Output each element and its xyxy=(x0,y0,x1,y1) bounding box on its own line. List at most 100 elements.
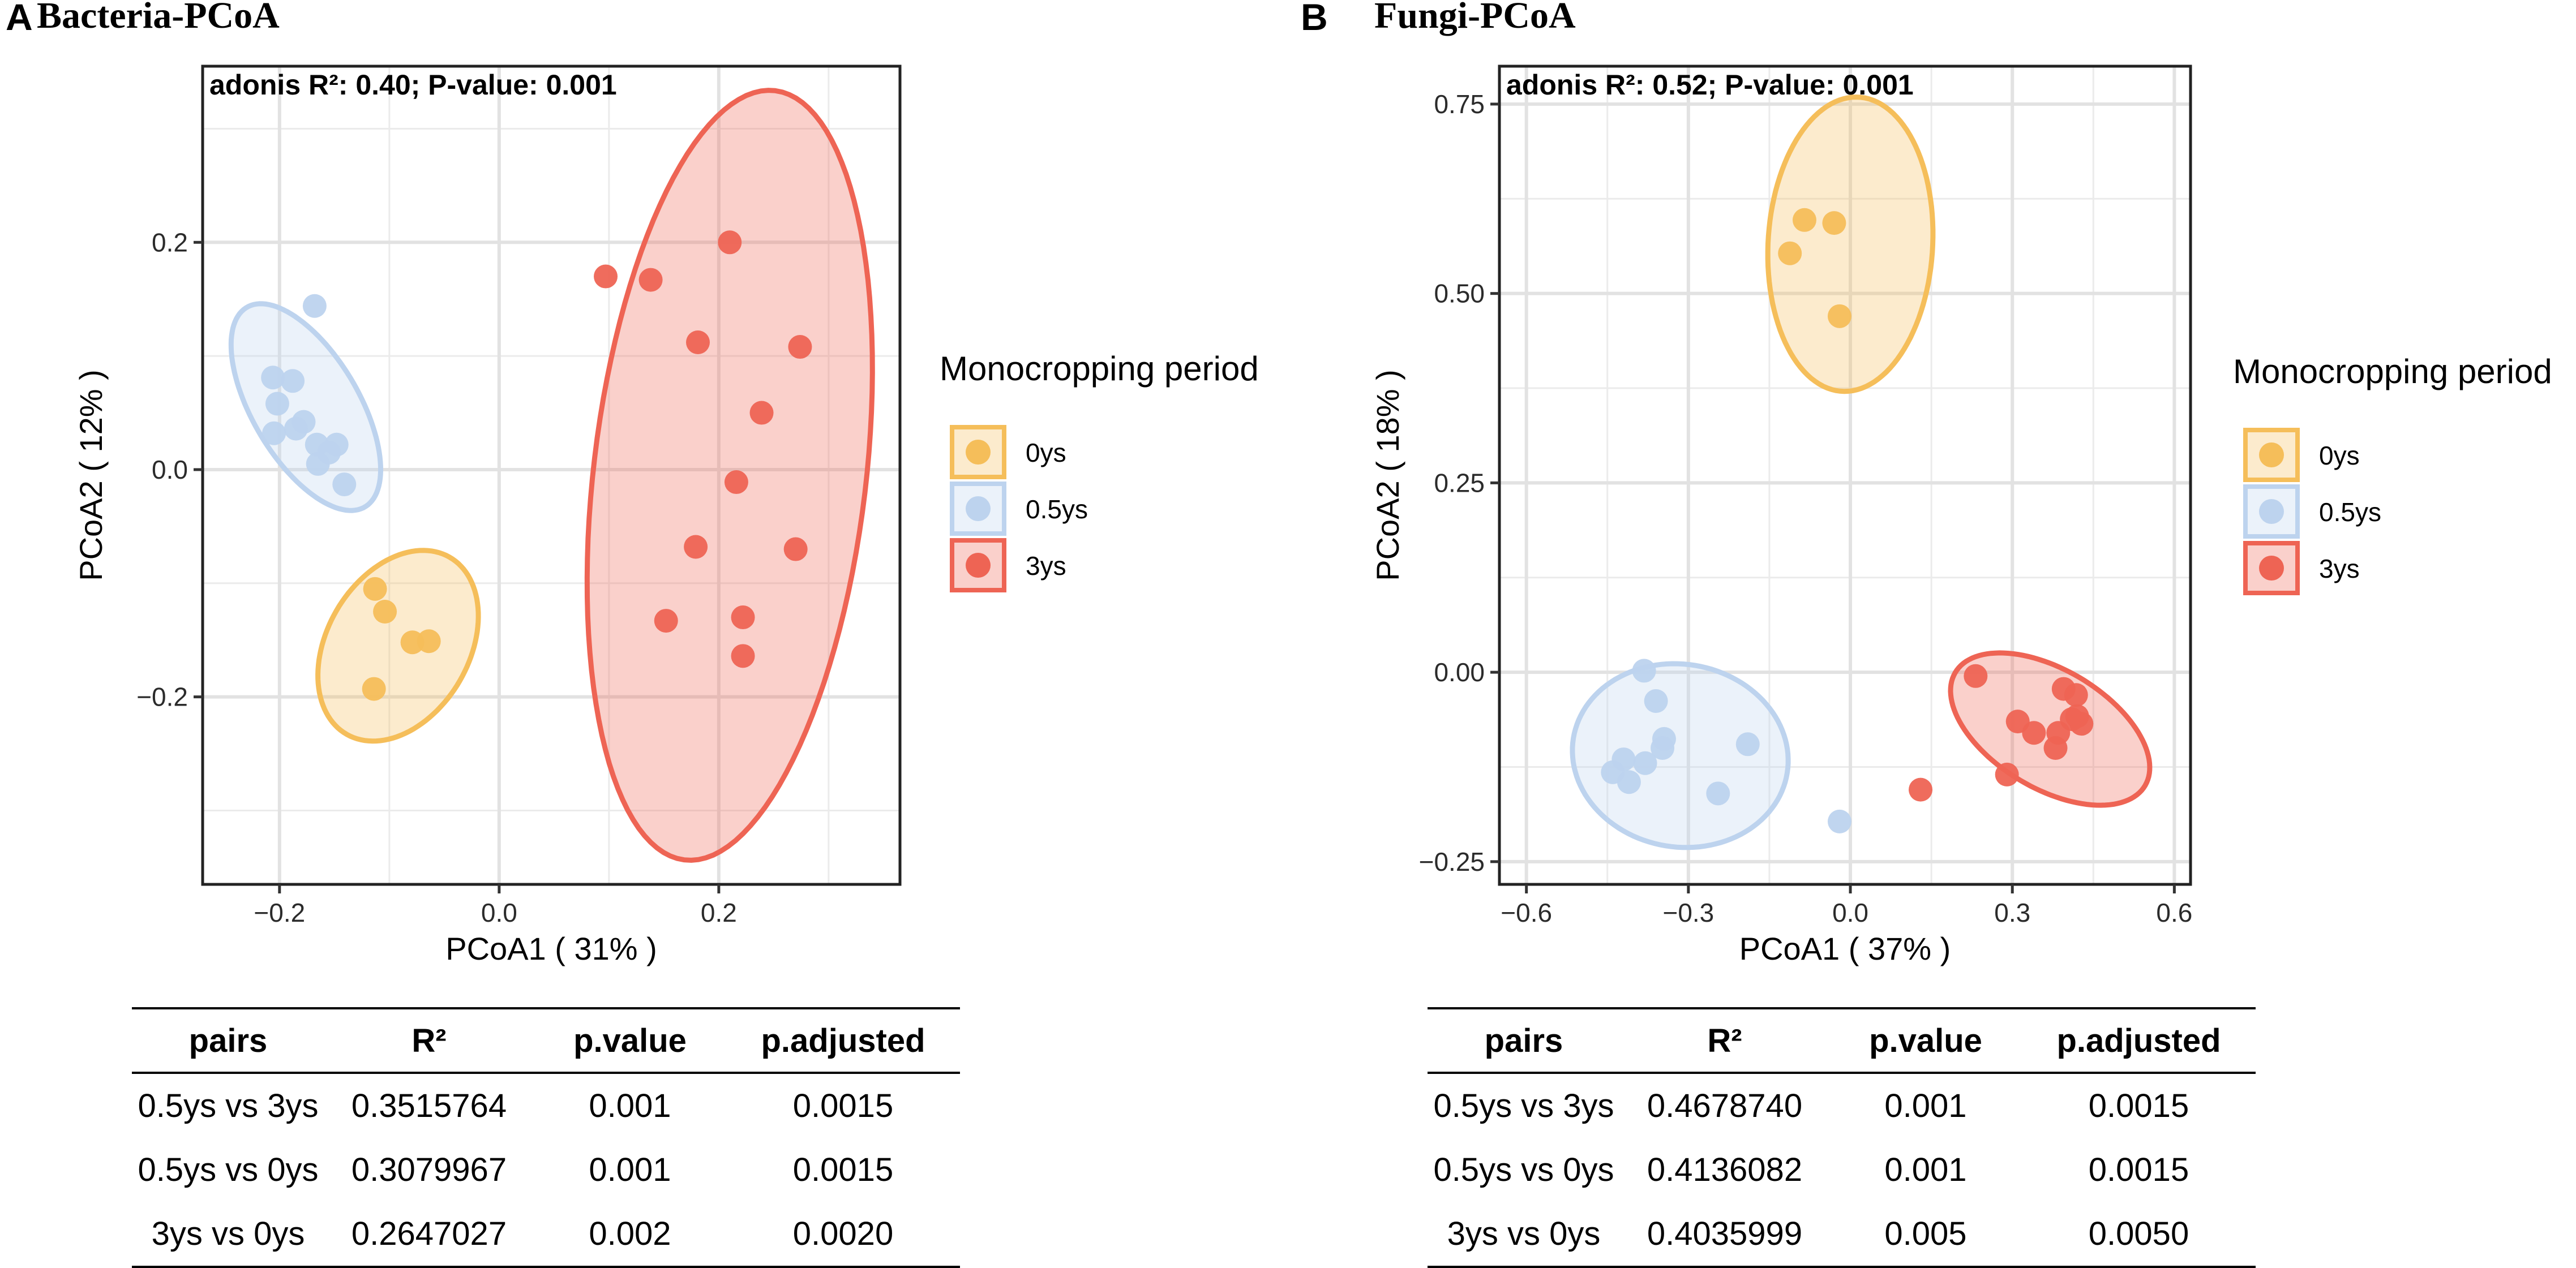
cell-p-adjusted: 0.0050 xyxy=(2088,1215,2189,1252)
cell-p-adjusted: 0.0020 xyxy=(792,1215,894,1252)
table-row: 3ys vs 0ys 0.4035999 0.005 0.0050 xyxy=(1428,1202,2256,1267)
header-r2: R² xyxy=(1620,1008,1829,1074)
y-axis-title: PCoA2 ( 18% ) xyxy=(1370,369,1405,581)
y-tick-label: −0.25 xyxy=(1419,847,1485,876)
cell-r2: 0.2647027 xyxy=(351,1215,507,1252)
table-row: 0.5ys vs 0ys 0.4136082 0.001 0.0015 xyxy=(1428,1138,2256,1202)
pairwise-adonis-table-bacteria: pairs R² p.value p.adjusted 0.5ys vs 3ys… xyxy=(132,1007,960,1268)
data-point-0ys xyxy=(1827,304,1851,328)
header-p-value: p.value xyxy=(534,1008,726,1074)
data-point-0ys xyxy=(1778,241,1802,265)
data-point-3ys xyxy=(783,537,808,561)
data-point-3ys xyxy=(594,264,618,289)
data-point-0.5ys xyxy=(302,294,327,318)
y-tick-label: −0.2 xyxy=(136,682,188,712)
cell-p-adjusted: 0.0015 xyxy=(792,1151,894,1188)
plot-border xyxy=(1498,65,2192,886)
legend: Monocropping period 0ys 0.5ys 3ys xyxy=(2233,353,2552,595)
legend-marker-0.5ys xyxy=(2259,499,2284,524)
legend-label-3ys: 3ys xyxy=(1026,551,1066,581)
header-p-adjusted: p.adjusted xyxy=(2022,1008,2256,1074)
legend-marker-3ys xyxy=(966,553,991,578)
cell-p-adjusted: 0.0015 xyxy=(2088,1088,2189,1124)
header-pairs: pairs xyxy=(1428,1008,1620,1074)
cell-p-value: 0.001 xyxy=(589,1151,671,1188)
cell-pairs: 3ys vs 0ys xyxy=(151,1215,305,1252)
points xyxy=(1601,208,2094,833)
ellipses xyxy=(228,88,875,863)
cell-pairs: 0.5ys vs 0ys xyxy=(1433,1151,1614,1188)
cell-pairs: 0.5ys vs 3ys xyxy=(138,1088,319,1124)
legend-marker-0ys xyxy=(2259,442,2284,467)
data-point-3ys xyxy=(731,605,755,630)
data-point-3ys xyxy=(2043,736,2068,760)
x-axis-title: PCoA1 ( 37% ) xyxy=(1739,931,1951,966)
adonis-annotation: adonis R²: 0.40; P-value: 0.001 xyxy=(209,69,617,101)
data-point-0.5ys xyxy=(262,421,286,445)
cell-r2: 0.4678740 xyxy=(1647,1088,1803,1124)
legend-marker-0ys xyxy=(966,440,991,465)
data-point-0ys xyxy=(363,577,387,601)
data-point-0ys xyxy=(417,629,441,654)
legend-label-0.5ys: 0.5ys xyxy=(1026,495,1088,524)
plot-border xyxy=(201,65,902,886)
table-header-row: pairs R² p.value p.adjusted xyxy=(132,1008,960,1074)
legend-label-0.5ys: 0.5ys xyxy=(2319,497,2381,527)
cell-p-value: 0.001 xyxy=(589,1088,671,1124)
header-p-value: p.value xyxy=(1829,1008,2022,1074)
y-tick-label: 0.75 xyxy=(1434,89,1485,119)
table-row: 0.5ys vs 3ys 0.3515764 0.001 0.0015 xyxy=(132,1073,960,1138)
cell-r2: 0.3515764 xyxy=(351,1088,507,1124)
data-point-3ys xyxy=(2064,683,2088,707)
points xyxy=(261,230,812,701)
data-point-0ys xyxy=(373,600,397,624)
data-point-0.5ys xyxy=(1706,781,1730,806)
cell-p-value: 0.005 xyxy=(1884,1215,1967,1252)
data-point-0.5ys xyxy=(1633,751,1657,775)
data-point-0.5ys xyxy=(306,452,330,476)
data-point-3ys xyxy=(638,268,663,292)
cell-p-value: 0.002 xyxy=(589,1215,671,1252)
x-tick-label: −0.2 xyxy=(254,898,305,927)
data-point-3ys xyxy=(1909,777,1933,802)
table-row: 0.5ys vs 3ys 0.4678740 0.001 0.0015 xyxy=(1428,1073,2256,1138)
data-point-3ys xyxy=(2065,704,2089,728)
pcoa-figure: −0.2 0.0 0.2 −0.2 0.0 0.2 PCoA1 ( 31% ) PCoA2 (… xyxy=(73,65,2552,966)
data-point-3ys xyxy=(788,335,812,359)
y-tick-label: 0.50 xyxy=(1434,279,1485,308)
confidence-ellipse-0.5ys xyxy=(1570,661,1791,850)
cell-r2: 0.3079967 xyxy=(351,1151,507,1188)
data-point-0.5ys xyxy=(261,366,285,390)
x-tick-label: 0.6 xyxy=(2156,898,2192,927)
legend-marker-0.5ys xyxy=(966,496,991,521)
x-tick-label: 0.0 xyxy=(481,898,517,927)
pairwise-adonis-table-fungi: pairs R² p.value p.adjusted 0.5ys vs 3ys… xyxy=(1428,1007,2256,1268)
data-point-3ys xyxy=(724,470,748,495)
legend-label-0ys: 0ys xyxy=(1026,438,1066,467)
grid xyxy=(203,66,900,884)
y-tick-label: 0.25 xyxy=(1434,468,1485,497)
table-row: 3ys vs 0ys 0.2647027 0.002 0.0020 xyxy=(132,1202,960,1267)
cell-p-value: 0.001 xyxy=(1884,1151,1967,1188)
data-point-3ys xyxy=(731,644,755,668)
cell-p-value: 0.001 xyxy=(1884,1088,1967,1124)
legend: Monocropping period 0ys 0.5ys 3ys xyxy=(940,350,1259,592)
data-point-0ys xyxy=(1822,211,1846,235)
y-axis-title: PCoA2 ( 12% ) xyxy=(73,369,109,581)
legend-title: Monocropping period xyxy=(2233,353,2552,390)
confidence-ellipse-0ys xyxy=(1765,94,1936,394)
data-point-0ys xyxy=(1792,208,1816,232)
data-point-3ys xyxy=(684,535,708,559)
x-axis-title: PCoA1 ( 31% ) xyxy=(445,931,657,966)
x-tick-label: −0.6 xyxy=(1501,898,1552,927)
header-r2: R² xyxy=(324,1008,534,1074)
cell-pairs: 0.5ys vs 3ys xyxy=(1433,1088,1614,1124)
data-point-0.5ys xyxy=(284,416,308,441)
data-point-3ys xyxy=(654,609,678,633)
legend-label-0ys: 0ys xyxy=(2319,441,2360,470)
table-row: 0.5ys vs 0ys 0.3079967 0.001 0.0015 xyxy=(132,1138,960,1202)
header-pairs: pairs xyxy=(132,1008,324,1074)
legend-marker-3ys xyxy=(2259,556,2284,581)
cell-p-adjusted: 0.0015 xyxy=(2088,1151,2189,1188)
data-point-0.5ys xyxy=(1735,732,1760,756)
